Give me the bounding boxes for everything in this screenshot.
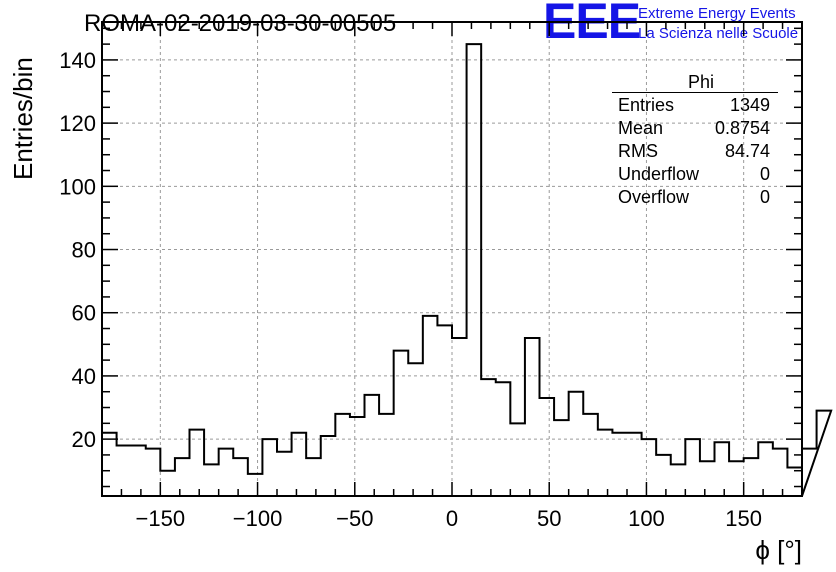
- histogram-bin: [160, 471, 175, 496]
- histogram-bin: [583, 414, 598, 496]
- histogram-bin: [700, 461, 715, 496]
- histogram-bin: [204, 464, 219, 496]
- histogram-bin: [802, 449, 817, 496]
- histogram-bin: [219, 449, 234, 496]
- y-tick-label: 80: [72, 238, 96, 263]
- stats-value: 0.8754: [714, 118, 770, 138]
- histogram-bin: [452, 338, 467, 496]
- y-tick-label: 140: [59, 48, 96, 73]
- stats-value: 84.74: [724, 141, 770, 161]
- histogram-bin: [233, 458, 248, 496]
- histogram-bin: [715, 442, 730, 496]
- histogram-bin: [131, 445, 146, 496]
- histogram-bin: [817, 411, 832, 496]
- x-tick-label: 150: [725, 506, 762, 531]
- stats-row-overflow: Overflow 0: [612, 186, 778, 209]
- stats-box: Phi Entries 1349 Mean 0.8754 RMS 84.74 Underfl…: [612, 72, 778, 209]
- y-tick-label: 40: [72, 364, 96, 389]
- histogram-bin: [598, 430, 613, 496]
- histogram-bin: [190, 430, 205, 496]
- histogram-bin: [175, 458, 190, 496]
- stats-value: 0: [759, 187, 770, 207]
- logo-line-2: La Scienza nelle Scuole: [638, 25, 799, 42]
- stats-value: 1349: [729, 95, 770, 115]
- histogram-bin: [729, 461, 744, 496]
- stats-row-underflow: Underflow 0: [612, 163, 778, 186]
- histogram-bin: [554, 420, 569, 496]
- x-axis-label: ϕ [°]: [755, 535, 802, 565]
- histogram-bin: [277, 452, 292, 496]
- histogram-bin: [510, 423, 525, 496]
- y-tick-label: 120: [59, 111, 96, 136]
- stats-label: RMS: [618, 141, 658, 161]
- histogram-bin: [685, 439, 700, 496]
- histogram-bin: [642, 439, 657, 496]
- stats-row-entries: Entries 1349: [612, 94, 778, 117]
- histogram-bin: [467, 44, 482, 496]
- histogram-bin: [306, 458, 321, 496]
- y-tick-label: 60: [72, 301, 96, 326]
- histogram-bin: [540, 398, 555, 496]
- chart-title: ROMA-02-2019-03-30-00505: [84, 10, 397, 37]
- stats-value: 0: [759, 164, 770, 184]
- y-tick-label: 100: [59, 174, 96, 199]
- histogram-bin: [394, 351, 409, 496]
- histogram-bin: [117, 445, 132, 496]
- histogram-bin: [292, 433, 307, 496]
- histogram-bin: [656, 455, 671, 496]
- histogram-bin: [525, 338, 540, 496]
- x-tick-label: 0: [446, 506, 458, 531]
- histogram-bin: [321, 436, 336, 496]
- histogram-bin: [671, 464, 686, 496]
- histogram-bin: [744, 458, 759, 496]
- histogram-bin: [365, 395, 380, 496]
- stats-label: Underflow: [618, 164, 700, 184]
- histogram-bin: [423, 316, 438, 496]
- histogram-bin: [146, 449, 161, 496]
- stats-rows: Entries 1349 Mean 0.8754 RMS 84.74 Underflow 0 O…: [612, 94, 778, 209]
- histogram-bin: [773, 449, 788, 496]
- histogram-bin: [481, 379, 496, 496]
- stats-row-mean: Mean 0.8754: [612, 117, 778, 140]
- histogram-line: [101, 43, 833, 497]
- stats-row-rms: RMS 84.74: [612, 140, 778, 163]
- x-tick-label: −150: [136, 506, 186, 531]
- histogram-bin: [627, 433, 642, 496]
- logo-line-1: Extreme Energy Events: [638, 5, 796, 22]
- stats-divider: [612, 92, 778, 93]
- histogram-bin: [248, 474, 263, 496]
- histogram-bin: [496, 382, 511, 496]
- histogram-bin: [350, 417, 365, 496]
- histogram-bin: [787, 468, 802, 496]
- histogram-bin: [379, 414, 394, 496]
- x-tick-label: −100: [233, 506, 283, 531]
- x-tick-label: 100: [628, 506, 665, 531]
- stats-label: Overflow: [618, 187, 690, 207]
- histogram-bin: [262, 439, 277, 496]
- histogram-bin: [335, 414, 350, 496]
- histogram-bin: [758, 442, 773, 496]
- histogram-bin: [437, 325, 452, 496]
- stats-label: Mean: [618, 118, 664, 138]
- histogram-bin: [612, 433, 627, 496]
- y-tick-label: 20: [72, 427, 96, 452]
- x-tick-label: −50: [336, 506, 373, 531]
- stats-label: Entries: [618, 95, 675, 115]
- x-tick-label: 50: [537, 506, 561, 531]
- histogram-bin: [408, 363, 423, 496]
- histogram-bin: [569, 392, 584, 496]
- stats-title: Phi: [687, 72, 714, 92]
